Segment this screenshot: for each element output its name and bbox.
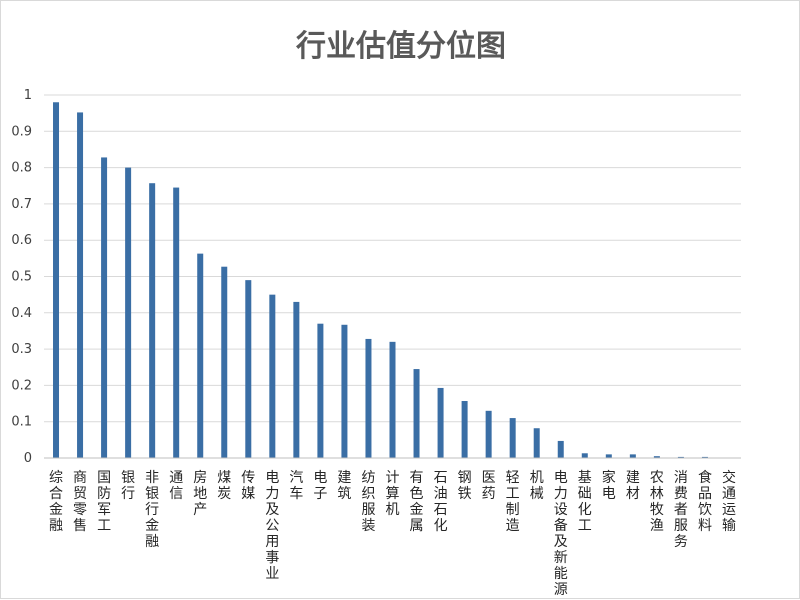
x-category-label: 通信 (169, 470, 183, 502)
x-category-label: 银行 (121, 470, 135, 502)
x-category-label: 房地产 (193, 470, 207, 518)
bar (101, 157, 108, 458)
bar (437, 387, 444, 458)
x-category-label: 轻工制造 (506, 470, 520, 534)
x-category-label: 商贸零售 (73, 470, 87, 534)
bar (629, 454, 636, 458)
y-tick-label: 0.2 (11, 378, 32, 393)
bar (485, 410, 492, 458)
x-category-label: 非银行金融 (145, 470, 159, 550)
x-category-label: 电力及公用事业 (265, 470, 279, 582)
x-category-label: 医药 (482, 470, 496, 502)
x-category-label: 电子 (313, 470, 327, 502)
x-axis-category-labels: 综合金融商贸零售国防军工银行非银行金融通信房地产煤炭传媒电力及公用事业汽车电子建… (49, 469, 736, 598)
bar (293, 301, 300, 458)
bar (53, 102, 60, 458)
y-tick-label: 0.8 (11, 161, 32, 176)
x-category-label: 石油石化 (434, 470, 448, 534)
x-category-label: 农林牧渔 (650, 470, 664, 534)
x-category-label: 煤炭 (217, 470, 231, 502)
y-tick-label: 1 (24, 88, 32, 103)
x-category-label: 家电 (602, 469, 616, 502)
x-category-label: 交通运输 (722, 469, 736, 534)
chart-title: 行业估值分位图 (295, 29, 506, 64)
bar (389, 341, 396, 458)
bar (701, 456, 708, 458)
bar (605, 454, 612, 458)
y-tick-label: 0.3 (11, 342, 32, 357)
x-category-label: 综合金融 (49, 470, 63, 534)
y-tick-label: 0.1 (11, 415, 32, 430)
bars (53, 102, 708, 459)
x-category-label: 汽车 (289, 470, 303, 502)
x-category-label: 纺织服装 (361, 470, 375, 534)
bar (461, 401, 468, 458)
x-category-label: 机械 (530, 470, 544, 502)
y-tick-label: 0.4 (11, 306, 32, 321)
x-category-label: 国防军工 (97, 470, 111, 534)
bar (533, 428, 540, 458)
y-tick-label: 0.9 (11, 124, 32, 139)
bar (149, 183, 156, 459)
x-category-label: 传媒 (241, 470, 255, 502)
bar (509, 418, 516, 458)
bar (341, 324, 348, 458)
bar (581, 453, 588, 458)
bar (269, 294, 276, 458)
bar (197, 253, 204, 458)
bar (221, 266, 228, 458)
bar (125, 167, 132, 458)
x-category-label: 建筑 (337, 470, 351, 502)
bar (677, 456, 684, 458)
y-axis-tick-labels: 0 0.1 0.2 0.3 0.4 0.5 0.6 0.7 0.8 0.9 1 (11, 88, 32, 466)
bar (365, 338, 372, 458)
bar (653, 456, 660, 458)
bar (245, 280, 252, 458)
bar (413, 369, 420, 458)
x-category-label: 建材 (626, 470, 640, 502)
x-category-label: 计算机 (386, 470, 400, 518)
y-tick-label: 0.7 (11, 197, 32, 212)
x-category-label: 电力设备及新能源 (554, 470, 568, 598)
x-category-label: 有色金属 (410, 470, 424, 534)
bar (173, 187, 180, 458)
bar (557, 440, 564, 458)
x-category-label: 基础化工 (578, 469, 592, 534)
x-category-label: 钢铁 (458, 470, 472, 502)
x-category-label: 消费者服务 (674, 470, 688, 550)
x-category-label: 食品饮料 (698, 469, 712, 534)
y-tick-label: 0 (24, 451, 32, 466)
bar (317, 323, 324, 458)
bar (77, 112, 84, 458)
y-tick-label: 0.6 (11, 233, 32, 248)
gridlines (44, 94, 741, 423)
y-tick-label: 0.5 (11, 270, 32, 285)
